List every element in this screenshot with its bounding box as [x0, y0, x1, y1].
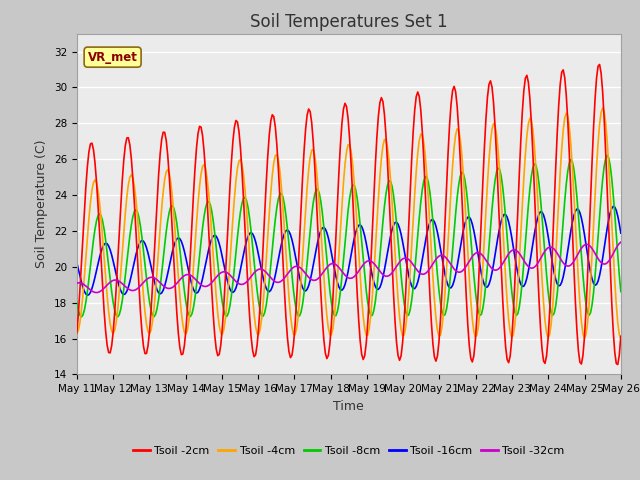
Tsoil -4cm: [253, 331, 261, 336]
Tsoil -2cm: [614, 361, 621, 367]
Line: Tsoil -8cm: Tsoil -8cm: [77, 156, 621, 317]
Line: Tsoil -16cm: Tsoil -16cm: [77, 206, 621, 295]
Tsoil -4cm: [587, 280, 595, 286]
Tsoil -16cm: [617, 230, 625, 236]
Tsoil -2cm: [262, 180, 270, 186]
Tsoil -16cm: [609, 204, 617, 209]
Tsoil -4cm: [235, 158, 243, 164]
Tsoil -32cm: [312, 277, 320, 283]
Tsoil -16cm: [73, 260, 81, 265]
Line: Tsoil -4cm: Tsoil -4cm: [77, 108, 621, 338]
Tsoil -8cm: [604, 153, 611, 158]
Tsoil -16cm: [84, 292, 92, 298]
Tsoil -8cm: [77, 314, 85, 320]
Tsoil -8cm: [73, 300, 81, 305]
Title: Soil Temperatures Set 1: Soil Temperatures Set 1: [250, 12, 447, 31]
Tsoil -32cm: [73, 280, 81, 286]
Tsoil -32cm: [617, 240, 625, 245]
Tsoil -16cm: [237, 267, 244, 273]
Tsoil -2cm: [73, 330, 81, 336]
Tsoil -8cm: [312, 187, 320, 192]
Tsoil -8cm: [255, 300, 262, 305]
Tsoil -4cm: [73, 330, 81, 336]
Tsoil -32cm: [255, 266, 262, 272]
Tsoil -2cm: [587, 199, 595, 204]
Tsoil -8cm: [264, 291, 271, 297]
Tsoil -8cm: [617, 288, 625, 294]
Tsoil -4cm: [599, 105, 607, 111]
Tsoil -8cm: [588, 302, 596, 308]
Tsoil -32cm: [141, 278, 149, 284]
Tsoil -32cm: [588, 246, 596, 252]
Tsoil -32cm: [264, 271, 271, 277]
Tsoil -16cm: [264, 288, 271, 294]
Tsoil -2cm: [311, 163, 319, 169]
Tsoil -2cm: [617, 334, 625, 339]
Tsoil -16cm: [141, 241, 149, 247]
Tsoil -4cm: [617, 336, 625, 341]
Tsoil -16cm: [588, 276, 596, 282]
Tsoil -4cm: [140, 293, 147, 299]
Tsoil -16cm: [255, 252, 262, 258]
Tsoil -4cm: [311, 152, 319, 158]
Tsoil -4cm: [262, 258, 270, 264]
Line: Tsoil -32cm: Tsoil -32cm: [77, 242, 621, 293]
Legend: Tsoil -2cm, Tsoil -4cm, Tsoil -8cm, Tsoil -16cm, Tsoil -32cm: Tsoil -2cm, Tsoil -4cm, Tsoil -8cm, Tsoi…: [129, 441, 569, 460]
Tsoil -2cm: [140, 343, 147, 349]
Tsoil -8cm: [141, 262, 149, 267]
Tsoil -32cm: [93, 290, 100, 296]
Tsoil -2cm: [253, 342, 261, 348]
X-axis label: Time: Time: [333, 400, 364, 413]
Tsoil -8cm: [237, 209, 244, 215]
Text: VR_met: VR_met: [88, 51, 138, 64]
Tsoil -2cm: [596, 61, 604, 67]
Tsoil -16cm: [312, 246, 320, 252]
Tsoil -32cm: [237, 281, 244, 287]
Line: Tsoil -2cm: Tsoil -2cm: [77, 64, 621, 364]
Tsoil -2cm: [235, 128, 243, 134]
Y-axis label: Soil Temperature (C): Soil Temperature (C): [35, 140, 48, 268]
